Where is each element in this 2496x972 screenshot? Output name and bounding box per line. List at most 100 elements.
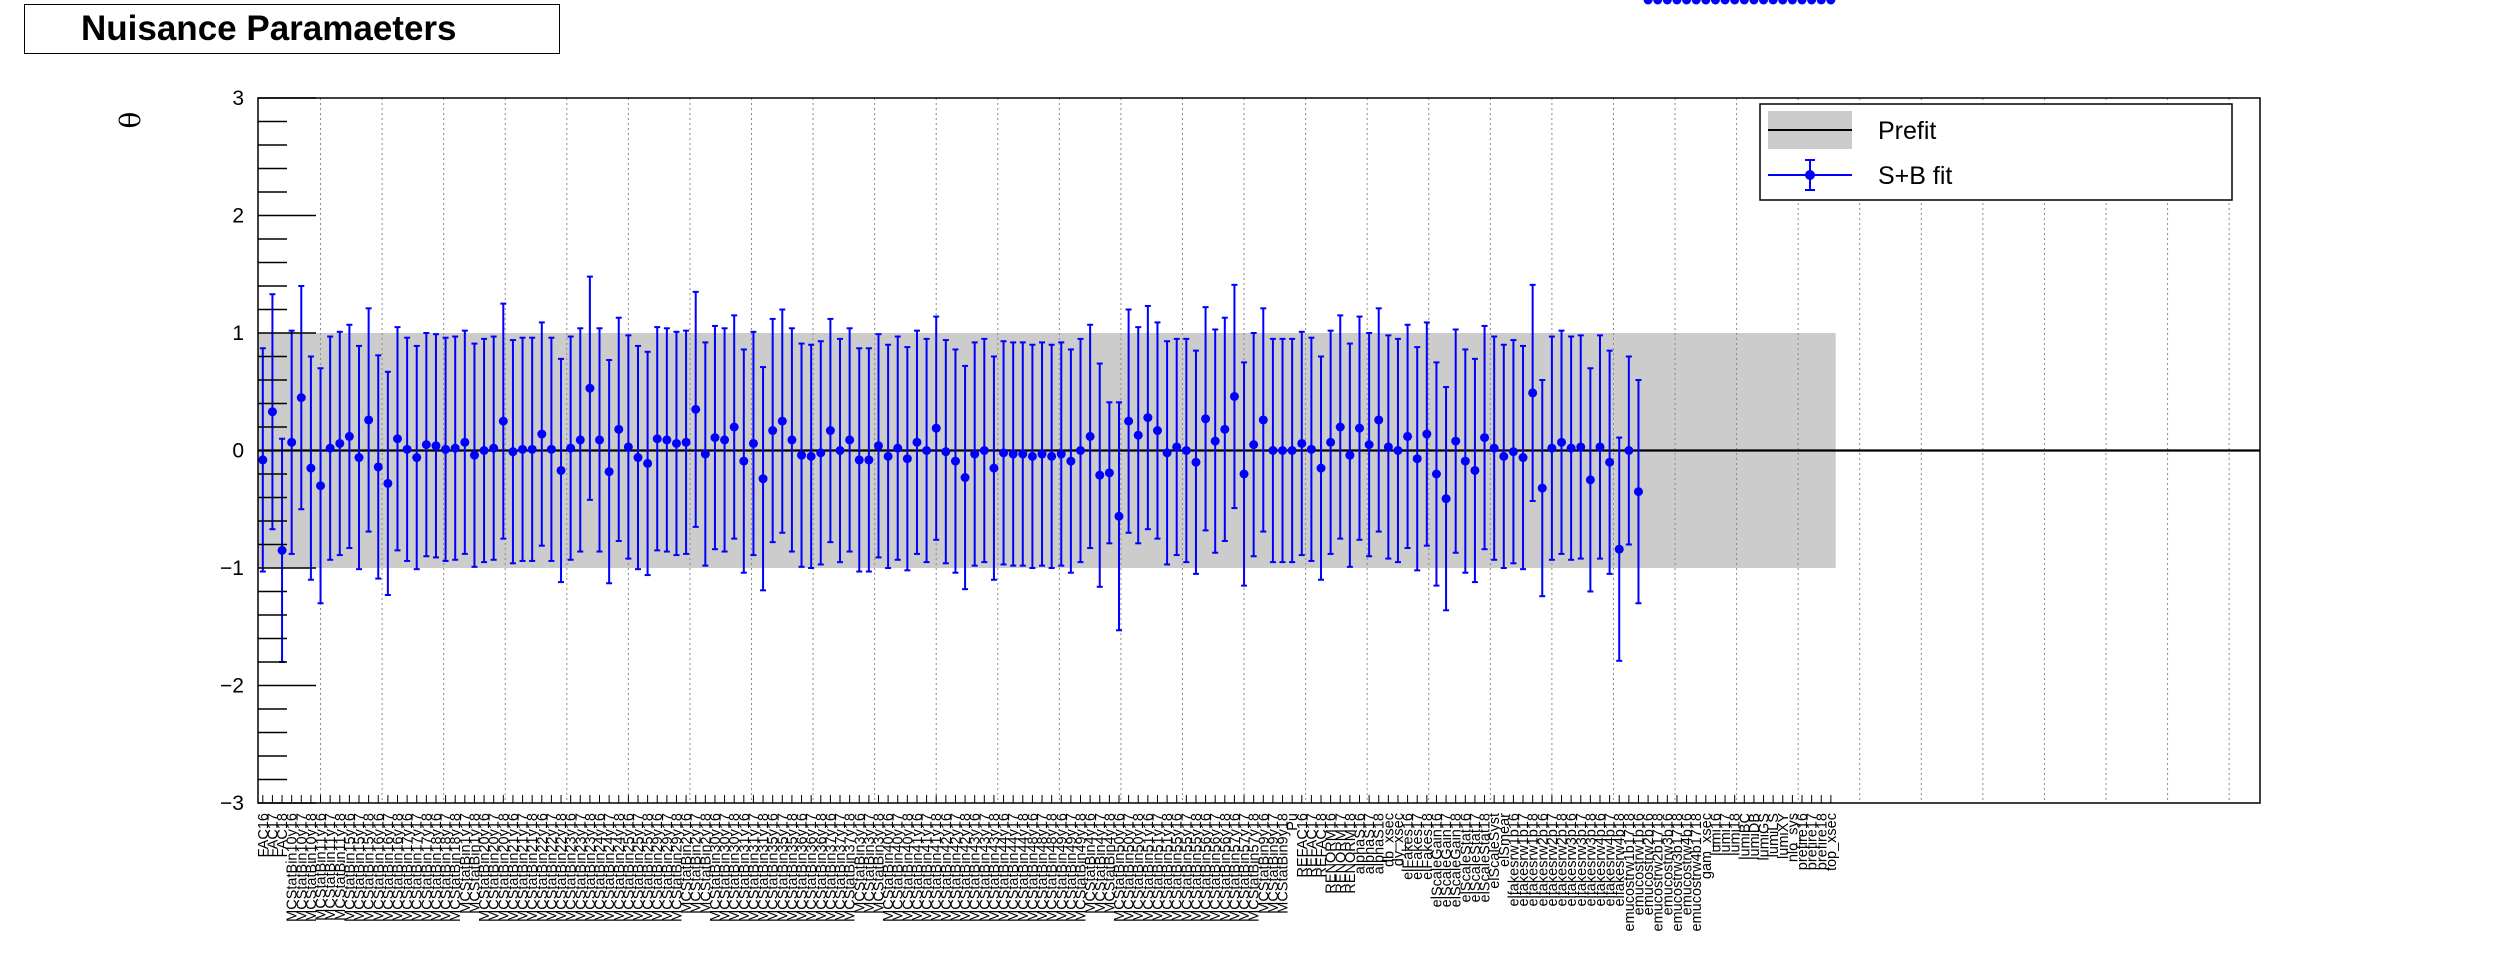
x-tick-label: MCStatBin44y16 [997, 813, 1013, 922]
data-point-124 [1451, 328, 1461, 554]
marker [1595, 442, 1605, 452]
data-point-134 [1547, 335, 1557, 561]
x-tick-label: prefire18 [1814, 813, 1830, 870]
x-tick-label: emucostrw2b1718 [1651, 813, 1667, 932]
x-tick-label: MCStatBin31y16 [737, 813, 753, 922]
marker [1306, 444, 1316, 454]
marker [1797, 0, 1807, 5]
x-tick-label: MCStatBin2y18 [698, 813, 714, 914]
marker [364, 415, 374, 425]
data-point-139 [1595, 334, 1605, 560]
y-tick-label: 1 [232, 322, 244, 345]
marker [797, 450, 807, 460]
marker [1489, 443, 1499, 453]
x-tick-label: MCStatBin17y17 [410, 813, 426, 922]
data-point-153 [1730, 0, 1740, 5]
data-point-67 [902, 346, 912, 572]
marker [1720, 0, 1730, 5]
data-point-116 [1374, 307, 1384, 533]
x-tick-label: MCStatBin11y16 [314, 813, 330, 921]
data-point-132 [1528, 283, 1538, 503]
data-point-35 [595, 327, 605, 553]
data-point-117 [1383, 334, 1393, 560]
x-tick-label: MCStatBin42y18 [958, 813, 974, 922]
marker [806, 451, 816, 461]
marker [277, 545, 287, 555]
x-tick-label: elfakesrw2b17 [1545, 813, 1561, 907]
x-tick-label: MCStatBin57y16 [1227, 813, 1243, 922]
marker [537, 429, 547, 439]
x-tick-label: prefire17 [1805, 813, 1821, 870]
marker [1499, 451, 1509, 461]
data-point-112 [1335, 314, 1345, 540]
marker [1316, 463, 1326, 473]
marker [970, 449, 980, 459]
data-point-21 [460, 329, 470, 555]
data-point-149 [1691, 0, 1701, 5]
data-point-99 [1210, 328, 1220, 554]
marker [316, 481, 326, 491]
data-point-66 [893, 335, 903, 561]
marker [652, 434, 662, 444]
data-point-142 [1624, 355, 1634, 546]
data-point-94 [1162, 340, 1172, 566]
x-tick-label: MCStatBin3y16 [852, 813, 868, 914]
x-tick-label: MCStatBin22y18 [554, 813, 570, 922]
marker [1422, 429, 1432, 439]
marker [662, 435, 672, 445]
marker [614, 424, 624, 434]
marker [1278, 446, 1288, 455]
data-point-85 [1076, 337, 1086, 564]
y-tick-label: −1 [220, 557, 244, 580]
data-point-64 [873, 333, 883, 559]
data-point-25 [498, 302, 508, 540]
x-tick-label: MCStatBin1y18 [467, 813, 483, 914]
marker [633, 453, 643, 463]
marker [643, 458, 653, 468]
marker [1066, 456, 1076, 466]
data-point-158 [1778, 0, 1788, 5]
data-point-97 [1191, 349, 1201, 575]
y-tick-label: 0 [232, 440, 244, 463]
marker [575, 435, 585, 445]
data-point-123 [1441, 386, 1451, 612]
x-tick-label: elfakesrw2b18 [1555, 813, 1571, 907]
marker [498, 416, 508, 426]
data-point-75 [979, 337, 989, 564]
data-point-56 [797, 342, 807, 568]
data-point-105 [1268, 337, 1278, 564]
marker [1027, 451, 1037, 461]
marker [1239, 469, 1249, 479]
x-tick-label: elfakesrw1b17 [1516, 813, 1532, 907]
marker [825, 426, 835, 436]
x-tick-label: dy_xsec [1391, 813, 1407, 866]
x-tick-label: MCStatBin40y17 [891, 813, 907, 922]
data-point-115 [1364, 332, 1374, 558]
x-tick-label: MCStatBin23y17 [573, 813, 589, 922]
data-point-137 [1576, 334, 1586, 560]
marker [1480, 433, 1490, 443]
marker [460, 437, 470, 447]
marker [373, 462, 383, 472]
x-tick-label: elScaleStat18 [1478, 813, 1494, 902]
data-point-140 [1605, 349, 1615, 575]
x-tick-label: MCStatBin37y16 [823, 813, 839, 922]
marker [902, 454, 912, 464]
x-tick-label: Pu [1285, 813, 1301, 831]
data-point-13 [383, 370, 393, 597]
data-point-114 [1354, 315, 1364, 541]
data-point-144 [1643, 0, 1653, 5]
data-point-61 [845, 327, 855, 553]
data-point-100 [1220, 316, 1230, 542]
data-point-113 [1345, 342, 1355, 568]
x-tick-label: MCStatBin44y17 [1006, 813, 1022, 922]
x-tick-label: MCStatBin51y16 [1141, 813, 1157, 922]
x-tick-label: MCStatBin43y16 [968, 813, 984, 922]
data-point-146 [1662, 0, 1672, 5]
x-tick-label: REFAC16 [1295, 813, 1311, 877]
marker [441, 444, 451, 454]
x-tick-label: emucostrw2b16 [1641, 813, 1657, 915]
marker [845, 435, 855, 445]
x-tick-label: MCStatBin41y17 [920, 813, 936, 922]
